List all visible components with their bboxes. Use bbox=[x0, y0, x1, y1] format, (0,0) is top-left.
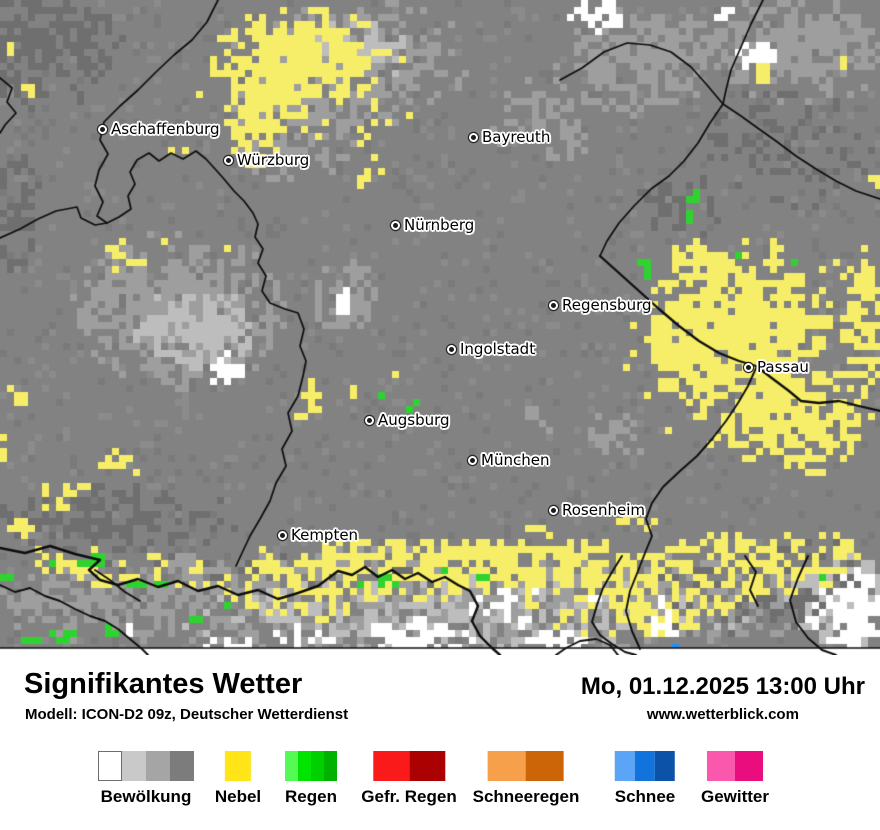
legend-label: Bewölkung bbox=[100, 787, 192, 806]
legend-swatch bbox=[98, 751, 122, 781]
city-marker-aschaffenburg: Aschaffenburg bbox=[98, 120, 220, 138]
city-label: Bayreuth bbox=[482, 128, 551, 146]
city-label: Kempten bbox=[291, 526, 359, 544]
city-label: Nürnberg bbox=[404, 216, 475, 234]
page-title: Signifikantes Wetter bbox=[24, 668, 303, 700]
city-dot-icon bbox=[224, 155, 233, 165]
map-footer: Signifikantes Wetter Modell: ICON-D2 09z… bbox=[0, 655, 880, 830]
legend-swatches bbox=[361, 751, 456, 781]
legend-group-schnee: Schnee bbox=[615, 751, 675, 807]
city-dot-icon bbox=[278, 530, 287, 540]
city-marker-augsburg: Augsburg bbox=[365, 411, 450, 429]
legend-group-schneeregen: Schneeregen bbox=[472, 751, 580, 807]
legend-label: Schneeregen bbox=[472, 787, 580, 806]
city-marker-regensburg: Regensburg bbox=[549, 296, 652, 314]
city-marker-n-rnberg: Nürnberg bbox=[391, 216, 474, 234]
legend-swatches bbox=[285, 751, 337, 781]
legend: Bewölkung Nebel Regen Gefr. Regen Schneerege… bbox=[0, 751, 880, 826]
city-label: Würzburg bbox=[237, 151, 310, 169]
city-label: Regensburg bbox=[562, 296, 652, 314]
legend-label: Gewitter bbox=[700, 787, 770, 806]
city-dot-icon bbox=[469, 132, 478, 142]
legend-swatch bbox=[285, 751, 298, 781]
datetime-block: Mo, 01.12.2025 13:00 Uhr www.wetterblick… bbox=[581, 673, 865, 723]
city-dot-icon bbox=[744, 362, 753, 372]
city-label: Rosenheim bbox=[562, 501, 645, 519]
legend-swatches bbox=[98, 751, 194, 781]
legend-label: Nebel bbox=[214, 787, 262, 806]
legend-swatch bbox=[408, 751, 445, 781]
city-marker-ingolstadt: Ingolstadt bbox=[447, 340, 535, 358]
forecast-datetime: Mo, 01.12.2025 13:00 Uhr bbox=[580, 673, 865, 700]
model-info: Modell: ICON-D2 09z, Deutscher Wetterdie… bbox=[25, 706, 349, 723]
city-dot-icon bbox=[447, 344, 456, 354]
city-dot-icon bbox=[391, 220, 400, 230]
legend-swatch bbox=[146, 751, 170, 781]
city-label: Ingolstadt bbox=[460, 340, 536, 358]
legend-swatches bbox=[701, 751, 769, 781]
legend-swatches bbox=[614, 751, 675, 781]
city-dot-icon bbox=[98, 124, 107, 134]
city-dot-icon bbox=[468, 455, 477, 465]
city-marker-bayreuth: Bayreuth bbox=[469, 128, 550, 146]
legend-swatch bbox=[224, 751, 251, 781]
city-marker-passau: Passau bbox=[744, 358, 809, 376]
legend-swatch bbox=[614, 751, 635, 781]
legend-swatch bbox=[634, 751, 655, 781]
city-marker-w-rzburg: Würzburg bbox=[224, 151, 309, 169]
legend-label: Regen bbox=[285, 787, 337, 806]
city-label: Aschaffenburg bbox=[111, 120, 220, 138]
legend-swatches bbox=[215, 751, 261, 781]
city-dot-icon bbox=[549, 505, 558, 515]
city-label: München bbox=[481, 451, 550, 469]
legend-swatch bbox=[298, 751, 311, 781]
city-dot-icon bbox=[549, 300, 558, 310]
legend-group-gefr-regen: Gefr. Regen bbox=[361, 751, 457, 807]
legend-swatch bbox=[170, 751, 194, 781]
city-marker-m-nchen: München bbox=[468, 451, 549, 469]
legend-swatch bbox=[735, 751, 763, 781]
weather-map-canvas bbox=[0, 0, 880, 655]
weather-map: Aschaffenburg Würzburg Bayreuth Nürnberg Reg… bbox=[0, 0, 880, 655]
legend-swatch bbox=[372, 751, 409, 781]
legend-swatch bbox=[122, 751, 146, 781]
city-marker-rosenheim: Rosenheim bbox=[549, 501, 645, 519]
city-marker-kempten: Kempten bbox=[278, 526, 358, 544]
website-link: www.wetterblick.com bbox=[646, 706, 799, 723]
legend-swatch bbox=[654, 751, 675, 781]
legend-group-nebel: Nebel bbox=[215, 751, 261, 807]
city-label: Augsburg bbox=[378, 411, 450, 429]
legend-swatch bbox=[487, 751, 526, 781]
city-dot-icon bbox=[365, 415, 374, 425]
legend-swatch bbox=[525, 751, 564, 781]
legend-swatch bbox=[311, 751, 324, 781]
legend-swatches bbox=[473, 751, 580, 781]
city-label: Passau bbox=[757, 358, 809, 376]
legend-swatch bbox=[324, 751, 337, 781]
legend-group-gewitter: Gewitter bbox=[701, 751, 769, 807]
legend-label: Schnee bbox=[614, 787, 676, 806]
legend-group-regen: Regen bbox=[285, 751, 337, 807]
legend-group-bew-lkung: Bewölkung bbox=[98, 751, 194, 807]
legend-swatch bbox=[707, 751, 735, 781]
legend-label: Gefr. Regen bbox=[361, 787, 457, 806]
